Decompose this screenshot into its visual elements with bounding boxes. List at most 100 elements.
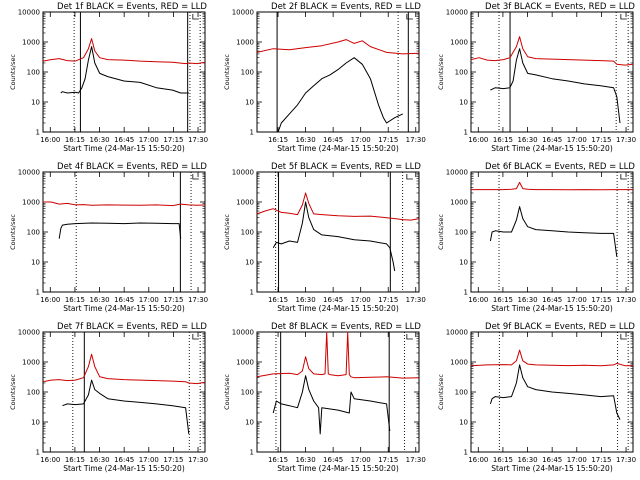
y-axis-label: Counts/sec (223, 214, 231, 250)
y-tick-label: 1000 (22, 39, 40, 47)
x-tick-label: 17:30 (188, 136, 208, 144)
y-tick-label: 10000 (446, 169, 468, 177)
x-tick-label: 16:30 (296, 136, 316, 144)
x-tick-label: 16:15 (493, 136, 513, 144)
series-lld-red (42, 353, 206, 385)
series-events-black (58, 222, 182, 239)
x-tick-label: 16:00 (40, 296, 60, 304)
x-tick-label: 16:45 (114, 456, 134, 464)
chart-title: Det 9f BLACK = Events, RED = LLD (485, 322, 635, 332)
y-tick-label: 10 (31, 419, 40, 427)
x-tick-label: 16:30 (89, 296, 109, 304)
series-events-black (272, 375, 391, 435)
chart-title: Det 2f BLACK = Events, RED = LLD (271, 2, 421, 12)
y-tick-label: 1000 (236, 199, 254, 207)
x-tick-label: 17:15 (378, 456, 398, 464)
y-tick-label: 100 (455, 69, 468, 77)
x-tick-label: 16:30 (517, 456, 537, 464)
y-tick-label: 1 (250, 289, 254, 297)
x-axis-label: Start Time (24-Mar-15 15:50:20) (63, 464, 185, 473)
y-tick-label: 1 (464, 449, 468, 457)
x-tick-label: 17:15 (378, 296, 398, 304)
y-tick-label: 1 (36, 129, 40, 137)
x-tick-label: 16:00 (468, 456, 488, 464)
series-events-black (60, 46, 189, 94)
x-tick-label: 17:00 (567, 456, 587, 464)
x-tick-label: 16:15 (65, 296, 85, 304)
corner-bracket (192, 14, 199, 20)
x-axis-label: Start Time (24-Mar-15 15:50:20) (277, 464, 399, 473)
series-lld-red (256, 192, 420, 221)
y-tick-label: 1 (36, 449, 40, 457)
chart-title: Det 4f BLACK = Events, RED = LLD (57, 162, 207, 172)
x-tick-label: 17:00 (351, 456, 371, 464)
y-tick-label: 1000 (450, 359, 468, 367)
x-tick-label: 17:00 (139, 296, 159, 304)
x-tick-label: 16:15 (65, 136, 85, 144)
corner-bracket (406, 334, 413, 340)
y-axis-label: Counts/sec (223, 54, 231, 90)
x-tick-label: 17:30 (406, 296, 426, 304)
y-tick-label: 1 (464, 289, 468, 297)
series-lld-red (470, 349, 634, 367)
x-tick-label: 16:45 (323, 456, 343, 464)
x-tick-label: 17:00 (351, 136, 371, 144)
y-tick-label: 1000 (22, 359, 40, 367)
x-axis-label: Start Time (24-Mar-15 15:50:20) (63, 144, 185, 153)
y-tick-label: 10 (459, 99, 468, 107)
chart-panel-5: Det 5f BLACK = Events, RED = LLD 1 10 100 10… (223, 162, 426, 313)
y-tick-label: 10000 (232, 9, 254, 17)
y-axis-label: Counts/sec (223, 374, 231, 410)
y-tick-label: 1 (464, 129, 468, 137)
corner-bracket (620, 174, 627, 180)
y-tick-label: 10000 (446, 9, 468, 17)
x-tick-label: 16:30 (517, 296, 537, 304)
x-axis-label: Start Time (24-Mar-15 15:50:20) (491, 304, 613, 313)
y-tick-label: 100 (241, 69, 254, 77)
y-tick-label: 10000 (446, 329, 468, 337)
x-tick-label: 16:15 (268, 456, 288, 464)
y-tick-label: 100 (27, 389, 40, 397)
chart-panel-8: Det 8f BLACK = Events, RED = LLD 1 10 100 10… (223, 322, 426, 473)
series-events-black (277, 57, 404, 133)
x-tick-label: 17:30 (188, 296, 208, 304)
x-tick-label: 17:00 (351, 296, 371, 304)
series-lld-red (256, 39, 420, 55)
y-tick-label: 1000 (236, 39, 254, 47)
y-tick-label: 10000 (232, 169, 254, 177)
x-tick-label: 17:30 (616, 136, 636, 144)
y-tick-label: 10000 (18, 9, 40, 17)
x-tick-label: 16:00 (40, 456, 60, 464)
y-tick-label: 10 (245, 99, 254, 107)
x-tick-label: 16:45 (542, 136, 562, 144)
series-lld-red (471, 181, 633, 191)
x-tick-label: 17:30 (406, 136, 426, 144)
chart-title: Det 7f BLACK = Events, RED = LLD (57, 322, 207, 332)
corner-bracket (192, 174, 199, 180)
y-tick-label: 10 (31, 99, 40, 107)
corner-bracket (406, 174, 413, 180)
x-tick-label: 17:00 (139, 136, 159, 144)
series-lld-red (470, 36, 634, 66)
chart-title: Det 8f BLACK = Events, RED = LLD (271, 322, 421, 332)
x-tick-label: 16:00 (468, 136, 488, 144)
y-tick-label: 1000 (450, 199, 468, 207)
chart-title: Det 1f BLACK = Events, RED = LLD (57, 2, 207, 12)
series-events-black (489, 364, 621, 420)
x-tick-label: 17:15 (163, 296, 183, 304)
y-tick-label: 10 (245, 419, 254, 427)
y-tick-label: 10000 (232, 329, 254, 337)
x-tick-label: 16:30 (89, 136, 109, 144)
x-tick-label: 17:30 (616, 456, 636, 464)
x-axis-label: Start Time (24-Mar-15 15:50:20) (491, 144, 613, 153)
y-tick-label: 1 (36, 289, 40, 297)
x-tick-label: 16:30 (296, 456, 316, 464)
x-tick-label: 16:30 (517, 136, 537, 144)
x-axis-label: Start Time (24-Mar-15 15:50:20) (63, 304, 185, 313)
y-tick-label: 10000 (18, 169, 40, 177)
x-tick-label: 16:15 (493, 456, 513, 464)
x-tick-label: 16:15 (65, 456, 85, 464)
y-tick-label: 10 (459, 419, 468, 427)
corner-bracket (620, 14, 627, 20)
